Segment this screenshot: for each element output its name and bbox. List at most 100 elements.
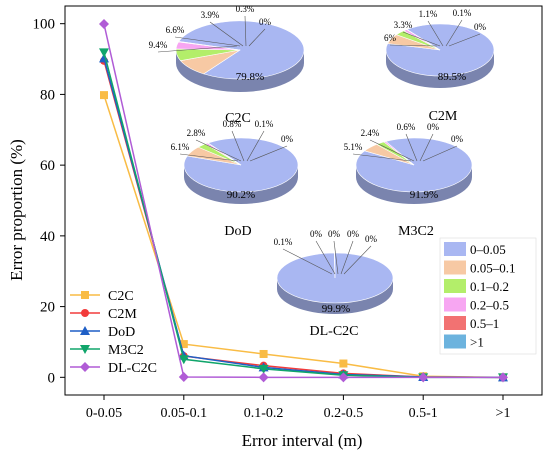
pie-leader-line (448, 33, 481, 47)
pie-side (356, 165, 472, 204)
marker-square (259, 349, 268, 358)
legend-label: DL-C2C (108, 361, 157, 376)
pie-leader-line (343, 245, 372, 275)
pie-dl-c2c: 99.9% 0.1% 0% 0% 0% 0% DL-C2C (274, 229, 394, 339)
marker-diamond (178, 371, 189, 382)
pie-leader-line (389, 44, 438, 47)
legend-label: M3C2 (108, 343, 144, 358)
marker-triangle-down (258, 364, 269, 374)
pie-side (386, 50, 494, 88)
y-axis-label: Error proportion (%) (7, 139, 26, 281)
x-tick-label: >1 (496, 406, 511, 421)
pie-legend-item: 0.2–0.5 (444, 297, 509, 313)
pie-value-label: 0% (328, 229, 341, 239)
legend-item-c2m: C2M (70, 307, 137, 322)
pie-slice (178, 41, 241, 51)
marker-diamond (338, 372, 349, 383)
pie-value-label: 0% (451, 134, 464, 144)
pie-side (277, 278, 393, 314)
pie-title: M3C2 (398, 224, 434, 239)
pie-legend-swatch (444, 279, 466, 293)
pie-value-label: 79.8% (236, 71, 264, 83)
series-layer (99, 19, 508, 383)
marker-diamond (80, 362, 90, 372)
pie-c2c: 79.8% 9.4% 6.6% 3.9% 0.3% 0% C2C (149, 4, 305, 126)
pie-legend-swatch (444, 242, 466, 256)
pie-legend-label: 0–0.05 (470, 242, 506, 257)
pie-leader-line (209, 21, 244, 47)
pie-value-label: 91.9% (410, 189, 438, 201)
pie-value-label: 90.2% (227, 189, 255, 201)
pie-value-label: 0.6% (397, 122, 416, 132)
pie-slice (207, 142, 242, 166)
pie-value-label: 89.5% (438, 71, 466, 83)
pie-leader-line (445, 19, 463, 47)
y-tick-label: 100 (33, 17, 56, 33)
pie-value-label: 9.4% (149, 40, 168, 50)
pie-value-label: 0% (365, 234, 378, 244)
pie-title: DoD (224, 224, 251, 239)
pie-value-label: 6.6% (166, 25, 185, 35)
legend-item-dod: DoD (70, 325, 135, 340)
pie-slice (333, 252, 336, 279)
pie-value-label: 2.4% (361, 128, 380, 138)
pie-legend-item: 0.1–0.2 (444, 279, 509, 294)
pie-value-label: 3.9% (201, 10, 220, 20)
series-line (103, 23, 503, 379)
y-tick-label: 80 (40, 87, 55, 103)
marker-triangle-up (80, 326, 90, 335)
pie-value-label: 0.3% (236, 4, 255, 14)
pie-leader-line (427, 20, 444, 47)
pie-leader-line (244, 15, 247, 47)
pie-leader-line (315, 240, 336, 275)
pie-side (176, 50, 304, 92)
pie-leader-line (333, 240, 339, 275)
pie-slice (383, 141, 415, 166)
pie-legend-swatch (444, 260, 466, 275)
pie-side (184, 165, 298, 204)
pie-value-label: 0.1% (453, 8, 472, 18)
pie-value-label: 0.1% (255, 119, 274, 129)
pie-legend-item: 0.5–1 (444, 316, 499, 331)
pie-legend-swatch (444, 316, 466, 330)
pie-leader-line (248, 28, 266, 47)
pie-value-label: 0% (474, 22, 487, 32)
marker-square (100, 91, 108, 100)
pie-dod: 90.2% 6.1% 2.8% 0.8% 0.1% 0% DoD (171, 119, 299, 239)
pie-legend-swatch (444, 334, 466, 349)
pie-leader-line (369, 139, 415, 162)
pie-legend: 0–0.05 0.05–0.1 0.1–0.2 0.2–0.5 0.5–1 >1 (439, 237, 537, 355)
pie-leader-line (179, 153, 239, 162)
pie-value-label: 2.8% (187, 128, 206, 138)
pie-value-label: 6.1% (171, 142, 190, 152)
pie-value-label: 0% (259, 17, 272, 27)
marker-circle (81, 309, 89, 317)
pie-leader-line (402, 31, 441, 47)
x-axis: 0-0.05 0.05-0.1 0.1-0.2 0.2-0.5 0.5-1 >1 (86, 395, 511, 421)
pie-value-label: 0% (310, 229, 323, 239)
pie-c2m: 89.5% 6% 3.3% 1.1% 0.1%0% C2M (384, 8, 495, 124)
marker-diamond (99, 19, 109, 30)
legend-label: DoD (108, 325, 135, 340)
pie-value-label: 0.8% (223, 119, 242, 129)
pie-leader-line (340, 240, 354, 275)
pie-legend-item: 0.05–0.1 (444, 260, 516, 276)
marker-diamond (258, 372, 269, 383)
pie-leader-line (282, 248, 333, 275)
marker-triangle-down (80, 345, 90, 354)
pie-legend-label: 0.2–0.5 (470, 298, 509, 313)
marker-triangle-down (99, 48, 109, 58)
y-axis: 0 20 40 60 80 100 (33, 17, 65, 386)
pie-value-label: 99.9% (322, 303, 350, 315)
pie-legend-item: >1 (444, 334, 484, 350)
x-tick-label: 0-0.05 (86, 406, 122, 421)
pie-value-label: 6% (384, 33, 397, 43)
pie-m3c2: 91.9% 5.1% 2.4% 0.6% 0% 0% M3C2 (344, 122, 473, 239)
pie-legend-label: 0.1–0.2 (470, 279, 509, 294)
x-tick-label: 0.5-1 (409, 406, 438, 421)
legend-label: C2M (108, 307, 137, 322)
pie-title: C2M (429, 109, 458, 124)
pie-value-label: 0% (281, 134, 294, 144)
legend-item-c2c: C2C (70, 289, 134, 304)
pie-legend-swatch (444, 297, 466, 312)
